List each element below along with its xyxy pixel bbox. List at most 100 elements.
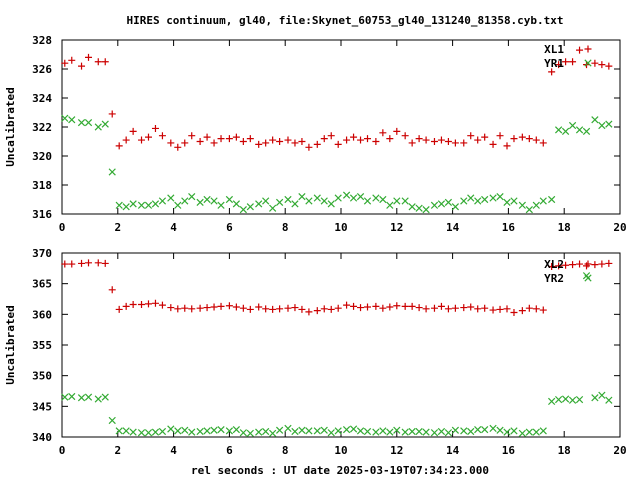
data-point [444, 198, 453, 207]
series-xl1 [61, 46, 613, 151]
data-point [460, 197, 468, 205]
data-point [284, 424, 292, 433]
data-point [269, 305, 277, 313]
y-tick-label: 340 [32, 431, 52, 444]
data-point [225, 427, 234, 435]
data-point [379, 304, 387, 312]
data-point [196, 198, 204, 207]
data-point [129, 127, 137, 135]
x-tick-label: 6 [226, 221, 233, 234]
data-point [94, 259, 102, 267]
data-point [232, 426, 240, 434]
data-point [246, 305, 254, 313]
data-point [379, 195, 387, 204]
data-point [122, 302, 130, 310]
y-axis-title: Uncalibrated [4, 87, 17, 166]
data-point [408, 302, 416, 310]
y-tick-label: 355 [32, 339, 52, 352]
x-tick-label: 8 [282, 221, 289, 234]
data-point [532, 201, 540, 209]
data-point [364, 303, 372, 311]
data-point [313, 140, 321, 148]
x-tick-label: 10 [334, 444, 347, 457]
data-point [232, 200, 240, 208]
data-point [101, 393, 109, 401]
data-point [61, 59, 69, 67]
data-point [203, 304, 211, 312]
data-point [343, 136, 351, 144]
data-point [503, 142, 511, 150]
data-point [357, 304, 365, 312]
data-point [151, 124, 159, 132]
data-point [350, 302, 358, 310]
data-point [474, 426, 482, 434]
data-point [327, 132, 335, 140]
data-point [467, 427, 475, 436]
data-point [255, 200, 263, 208]
data-point [291, 304, 299, 312]
data-point [489, 306, 497, 314]
data-point [68, 260, 76, 268]
data-point [108, 286, 116, 294]
data-point [151, 428, 160, 436]
data-point [291, 200, 299, 208]
data-point [474, 197, 482, 205]
data-point [489, 424, 497, 433]
y-tick-label: 345 [32, 400, 52, 413]
data-point [298, 192, 306, 201]
data-point [555, 61, 563, 69]
data-point [422, 305, 430, 313]
data-point [115, 201, 123, 209]
data-point [489, 194, 497, 202]
data-point [548, 262, 556, 270]
data-point [327, 429, 335, 437]
data-point [357, 136, 365, 144]
data-point [386, 201, 394, 209]
data-point [203, 195, 211, 204]
data-point [555, 262, 563, 270]
data-point [94, 395, 102, 403]
x-tick-label: 12 [390, 444, 403, 457]
data-point [372, 194, 380, 202]
data-point [85, 259, 93, 267]
data-point [605, 120, 613, 128]
y-tick-label: 320 [32, 150, 52, 163]
data-point [181, 197, 189, 205]
data-point [415, 427, 423, 436]
data-point [386, 428, 394, 436]
data-point [525, 304, 533, 312]
data-point [255, 428, 263, 436]
data-point [467, 303, 475, 311]
data-point [591, 59, 599, 67]
data-point [415, 204, 423, 212]
x-tick-label: 12 [390, 221, 403, 234]
data-point [275, 426, 284, 434]
data-point [408, 203, 416, 211]
data-point [122, 136, 130, 144]
data-point [422, 206, 430, 214]
data-point [364, 135, 372, 143]
data-point [239, 304, 247, 312]
data-point [158, 197, 167, 205]
data-point [167, 304, 175, 312]
x-tick-label: 14 [446, 444, 460, 457]
legend-label: YR2 [544, 272, 564, 285]
data-point [422, 136, 430, 144]
data-point [210, 197, 218, 205]
data-point [68, 56, 76, 64]
data-point [481, 304, 489, 312]
data-point [217, 135, 225, 143]
data-point [363, 427, 372, 436]
data-point [561, 127, 570, 135]
y-tick-label: 360 [32, 308, 52, 321]
data-point [342, 426, 351, 434]
data-point [225, 195, 234, 204]
data-point [276, 305, 284, 313]
data-point [525, 206, 533, 214]
chart-title: HIRES continuum, gl40, file:Skynet_60753… [126, 14, 563, 27]
data-point [275, 198, 284, 207]
top-panel: 0 2 4 6 8 10 12 14 16 18 20 316 318 320 322 324 326 328 Un… [4, 34, 627, 234]
data-point [503, 428, 511, 436]
plot-frame [61, 252, 621, 438]
data-point [437, 302, 445, 310]
